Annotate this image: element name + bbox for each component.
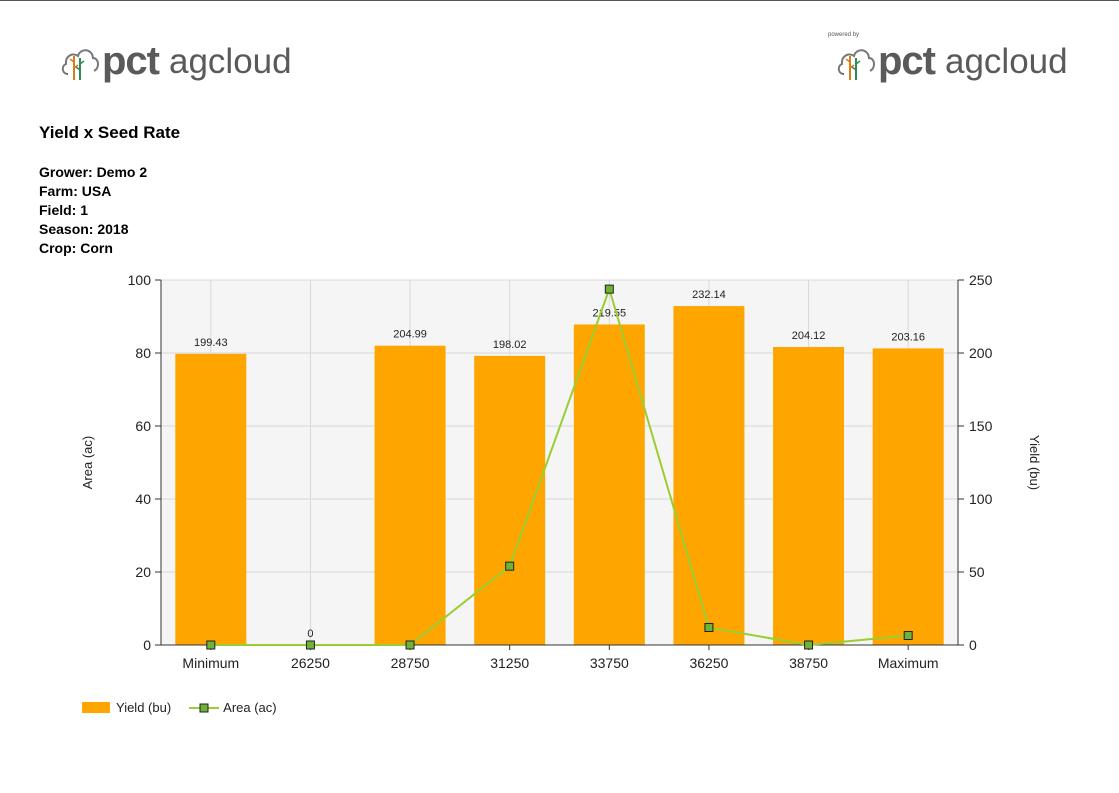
bar-data-label: 203.16 [891, 331, 925, 343]
tick-label-left: 60 [135, 418, 151, 434]
point-area [804, 640, 814, 650]
bar-data-label: 0 [307, 628, 313, 640]
tick-label-left: 80 [135, 345, 151, 361]
grower-label: Grower: Demo 2 [39, 164, 148, 180]
bar-yield [374, 345, 446, 645]
point-area [604, 284, 614, 294]
report-title: Yield x Seed Rate [39, 123, 181, 142]
point-area [206, 640, 216, 650]
tick-label-x: 28750 [391, 655, 430, 671]
bar-yield [773, 346, 845, 645]
point-area [405, 640, 415, 650]
tick-label-x: 26250 [291, 655, 330, 671]
line-area [210, 285, 909, 647]
crop-label: Crop: Corn [39, 240, 113, 256]
logo-name: agcloud [169, 41, 292, 81]
legend-swatch-area [189, 703, 220, 712]
bar-yield [175, 353, 247, 645]
field-label: Field: 1 [39, 202, 89, 218]
axis-title-left: Area (ac) [80, 436, 95, 489]
bar-data-label: 219.55 [592, 307, 626, 319]
bar-yield [872, 348, 944, 645]
tick-label-x: 33750 [590, 655, 629, 671]
point-area [505, 561, 515, 571]
cloud-plant-icon [837, 49, 875, 80]
season-label: Season: 2018 [39, 221, 129, 237]
point-area [903, 631, 913, 641]
tick-label-left: 20 [135, 564, 151, 580]
tick-label-right: 150 [969, 418, 993, 434]
legend-swatch-yield [82, 702, 110, 713]
tick-label-right: 100 [969, 491, 993, 507]
bar-yield [474, 355, 546, 645]
logo-name: agcloud [945, 41, 1068, 81]
bar-yield [573, 324, 645, 645]
chart-legend: Yield (bu) Area (ac) [82, 700, 277, 715]
axis-title-right: Yield (bu) [1027, 435, 1042, 490]
tick-label-left: 0 [143, 637, 151, 653]
top-rule [0, 0, 1119, 1]
tick-label-x: 31250 [490, 655, 529, 671]
bar-data-label: 198.02 [493, 339, 527, 351]
bar-data-label: 232.14 [692, 289, 726, 301]
legend-label-yield: Yield (bu) [116, 700, 172, 715]
tick-label-x: Maximum [878, 655, 939, 671]
tick-label-left: 100 [128, 272, 152, 288]
bar-data-label: 204.12 [792, 330, 826, 342]
pct-agcloud-logo-right: pct agcloud [836, 38, 1068, 84]
tick-label-right: 0 [969, 637, 977, 653]
tick-label-right: 200 [969, 345, 993, 361]
tick-label-x: 38750 [789, 655, 828, 671]
tick-label-x: 36250 [689, 655, 728, 671]
point-area [704, 622, 714, 632]
pct-agcloud-logo-left: pct agcloud [60, 38, 292, 84]
bar-data-label: 204.99 [393, 329, 427, 341]
tick-label-right: 250 [969, 272, 993, 288]
bar-yield [673, 306, 745, 645]
powered-by-text: powered by [828, 32, 860, 38]
logo-brand: pct [102, 39, 160, 83]
tick-label-x: Minimum [182, 655, 239, 671]
logo-brand: pct [878, 39, 936, 83]
point-area [305, 640, 315, 650]
tick-label-left: 40 [135, 491, 151, 507]
bar-data-label: 199.43 [194, 337, 228, 349]
legend-label-area: Area (ac) [223, 700, 277, 715]
farm-label: Farm: USA [39, 183, 112, 199]
tick-label-right: 50 [969, 564, 985, 580]
report-info: Grower: Demo 2 Farm: USA Field: 1 Season… [39, 163, 147, 258]
cloud-plant-icon [61, 49, 99, 80]
